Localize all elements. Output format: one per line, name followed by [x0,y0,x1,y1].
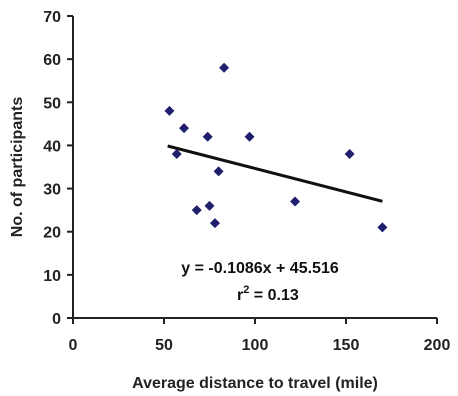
x-tick-label: 150 [333,337,360,354]
data-points [164,62,388,233]
y-tick-label: 40 [43,138,61,155]
data-point-marker [344,149,355,160]
data-point-marker [171,149,182,160]
r-squared-base: r [237,287,243,304]
data-point-marker [191,205,202,216]
data-point-marker [290,196,301,207]
x-tick-label: 50 [155,337,173,354]
data-point-marker [204,200,215,211]
plot-area: 0 10 20 30 40 50 60 70 0 50 100 150 200 [43,9,450,354]
r-squared-label: r2 = 0.13 [237,284,299,304]
y-axis-ticks: 0 10 20 30 40 50 60 70 [43,9,73,328]
x-axis-title: Average distance to travel (mile) [132,375,378,392]
data-point-marker [202,131,213,142]
y-tick-label: 60 [43,52,61,69]
data-point-marker [164,105,175,116]
data-point-marker [213,166,224,177]
data-point-marker [219,62,230,73]
data-point-marker [179,123,190,134]
x-tick-label: 0 [69,337,78,354]
y-axis-title: No. of participants [9,97,26,238]
trend-equation: y = -0.1086x + 45.516 [181,260,339,277]
data-point-marker [244,131,255,142]
y-tick-label: 10 [43,268,61,285]
data-point-marker [377,222,388,233]
x-tick-label: 100 [242,337,269,354]
x-axis-ticks: 0 50 100 150 200 [69,318,451,354]
data-point-marker [209,218,220,229]
y-tick-label: 20 [43,225,61,242]
r-squared-value: = 0.13 [249,287,298,304]
y-tick-label: 50 [43,95,61,112]
x-tick-label: 200 [424,337,451,354]
y-tick-label: 0 [52,311,61,328]
r-squared-exponent: 2 [243,284,249,296]
trendline [167,144,383,203]
y-tick-label: 30 [43,182,61,199]
y-tick-label: 70 [43,9,61,26]
